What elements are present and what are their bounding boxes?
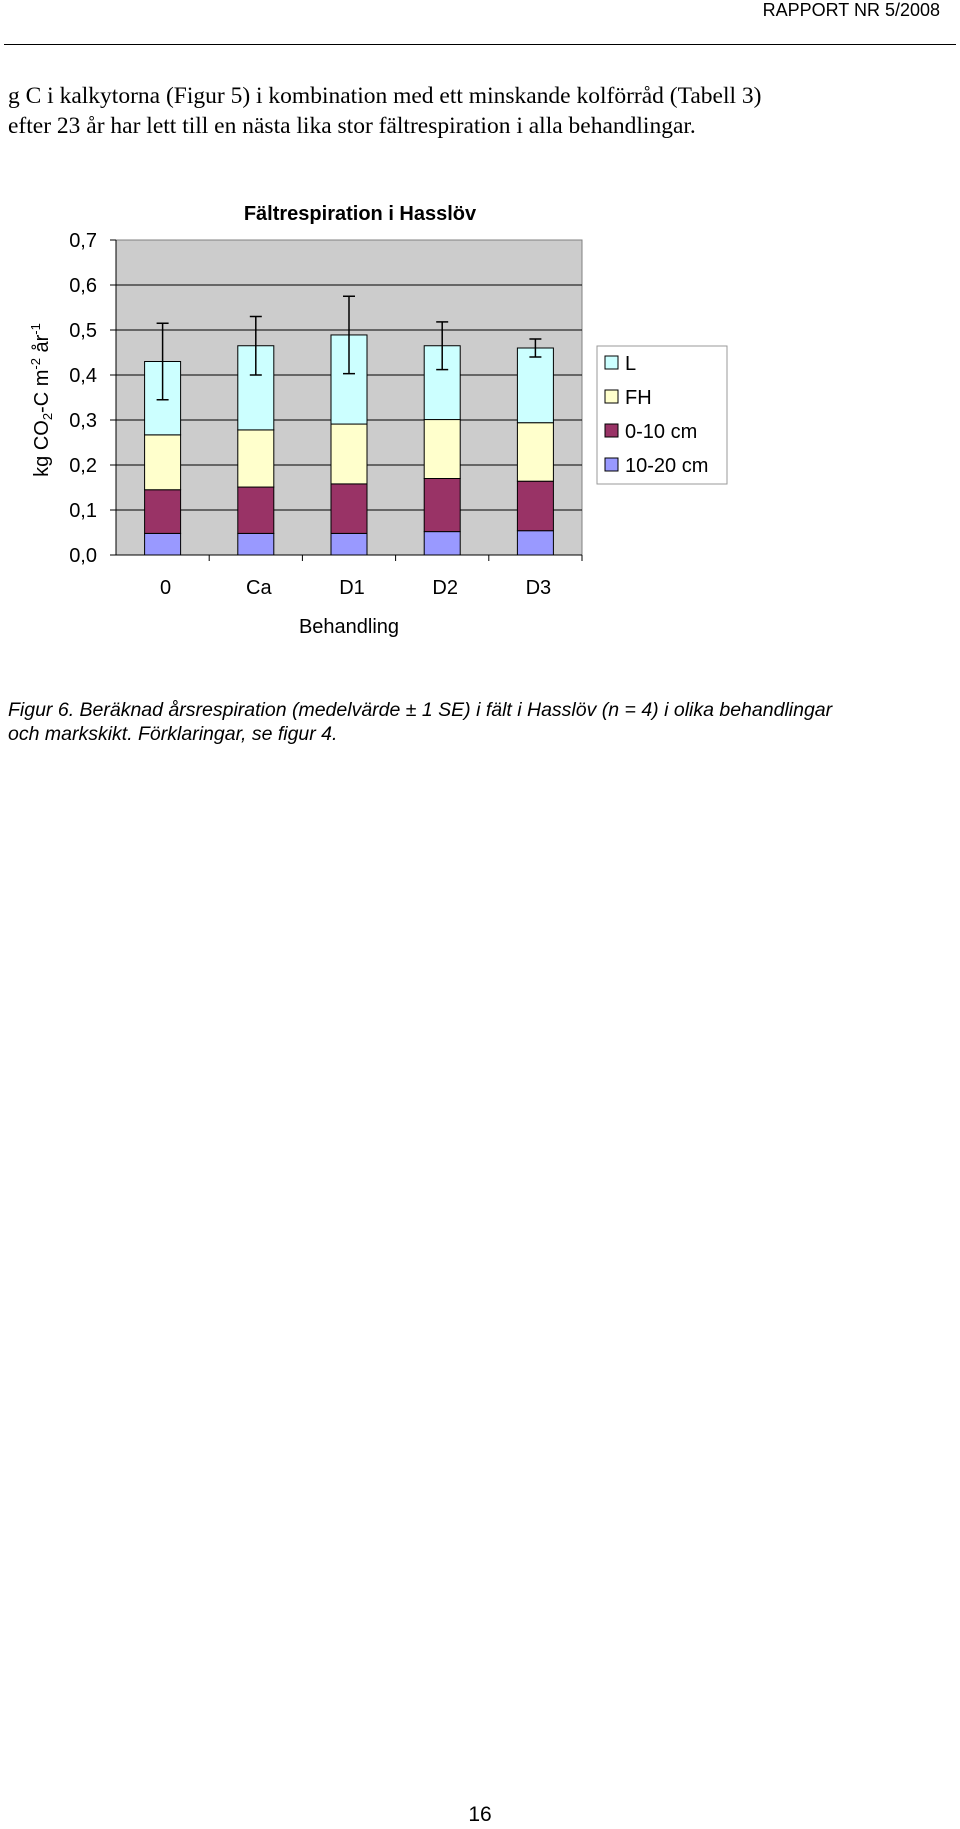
bar-segment — [144, 489, 182, 534]
bar-segment — [144, 434, 182, 491]
figure-caption: Figur 6. Beräknad årsrespiration (medelv… — [8, 698, 953, 746]
y-tick-label: 0,5 — [69, 320, 97, 342]
x-tick-label: D1 — [339, 577, 365, 599]
legend-swatch — [604, 423, 619, 438]
x-axis-ticks: 0 Ca D1 D2 D3 — [160, 555, 583, 599]
bar-segment — [330, 532, 368, 556]
y-tick-label: 0,4 — [69, 365, 97, 387]
page-header: RAPPORT NR 5/2008 — [0, 0, 960, 46]
x-tick-label: 0 — [160, 577, 171, 599]
legend-label: FH — [625, 387, 652, 409]
body-paragraph: g C i kalkytorna (Figur 5) i kombination… — [8, 81, 948, 141]
bar-segment — [330, 423, 368, 485]
legend-swatch — [604, 457, 619, 472]
bar-segment — [144, 532, 182, 556]
header-divider — [4, 44, 956, 45]
bar-segment — [423, 531, 461, 556]
caption-line: Figur 6. Beräknad årsrespiration (medelv… — [8, 699, 833, 721]
bar-segment — [423, 478, 461, 533]
legend-swatch — [604, 355, 619, 370]
x-axis-label: Behandling — [299, 616, 399, 638]
page-number: 16 — [468, 1803, 492, 1826]
x-tick-label: D3 — [526, 577, 552, 599]
y-tick-label: 0,6 — [69, 275, 97, 297]
x-tick-label: Ca — [246, 577, 272, 599]
legend-label: 10-20 cm — [625, 455, 708, 477]
legend: L FH 0-10 cm 10-20 cm — [604, 353, 708, 477]
bar-segment — [516, 480, 554, 532]
bar-segment — [516, 530, 554, 556]
chart-title: Fältrespiration i Hasslöv — [244, 203, 477, 225]
body-line: g C i kalkytorna (Figur 5) i kombination… — [8, 83, 762, 109]
bars — [144, 334, 554, 556]
report-number: RAPPORT NR 5/2008 — [762, 0, 940, 20]
y-tick-label: 0,2 — [69, 455, 97, 477]
bar-segment — [237, 532, 275, 556]
bar-segment — [516, 347, 554, 424]
y-tick-label: 0,1 — [69, 500, 97, 522]
legend-swatch — [604, 389, 619, 404]
y-tick-label: 0,7 — [69, 230, 97, 252]
bar-segment — [237, 486, 275, 534]
bar-segment — [237, 429, 275, 488]
error-bars — [156, 295, 542, 401]
bar-segment — [516, 422, 554, 482]
caption-line: och markskikt. Förklaringar, se figur 4. — [8, 723, 338, 745]
legend-box — [596, 345, 728, 485]
respiration-chart: Fältrespiration i Hasslöv 0,00,10,20,30,… — [28, 203, 728, 638]
legend-label: L — [625, 353, 636, 375]
bar-segment — [423, 419, 461, 479]
x-tick-label: D2 — [432, 577, 458, 599]
y-axis-ticks: 0,0 0,1 0,2 0,3 0,4 0,5 0,6 0,7 — [69, 230, 116, 567]
y-tick-label: 0,0 — [69, 545, 97, 567]
body-line: efter 23 år har lett till en nästa lika … — [8, 113, 696, 139]
y-tick-label: 0,3 — [69, 410, 97, 432]
y-axis-label: kg CO2-C m-2 år-1 — [28, 323, 55, 477]
bar-segment — [330, 483, 368, 534]
legend-label: 0-10 cm — [625, 421, 697, 443]
